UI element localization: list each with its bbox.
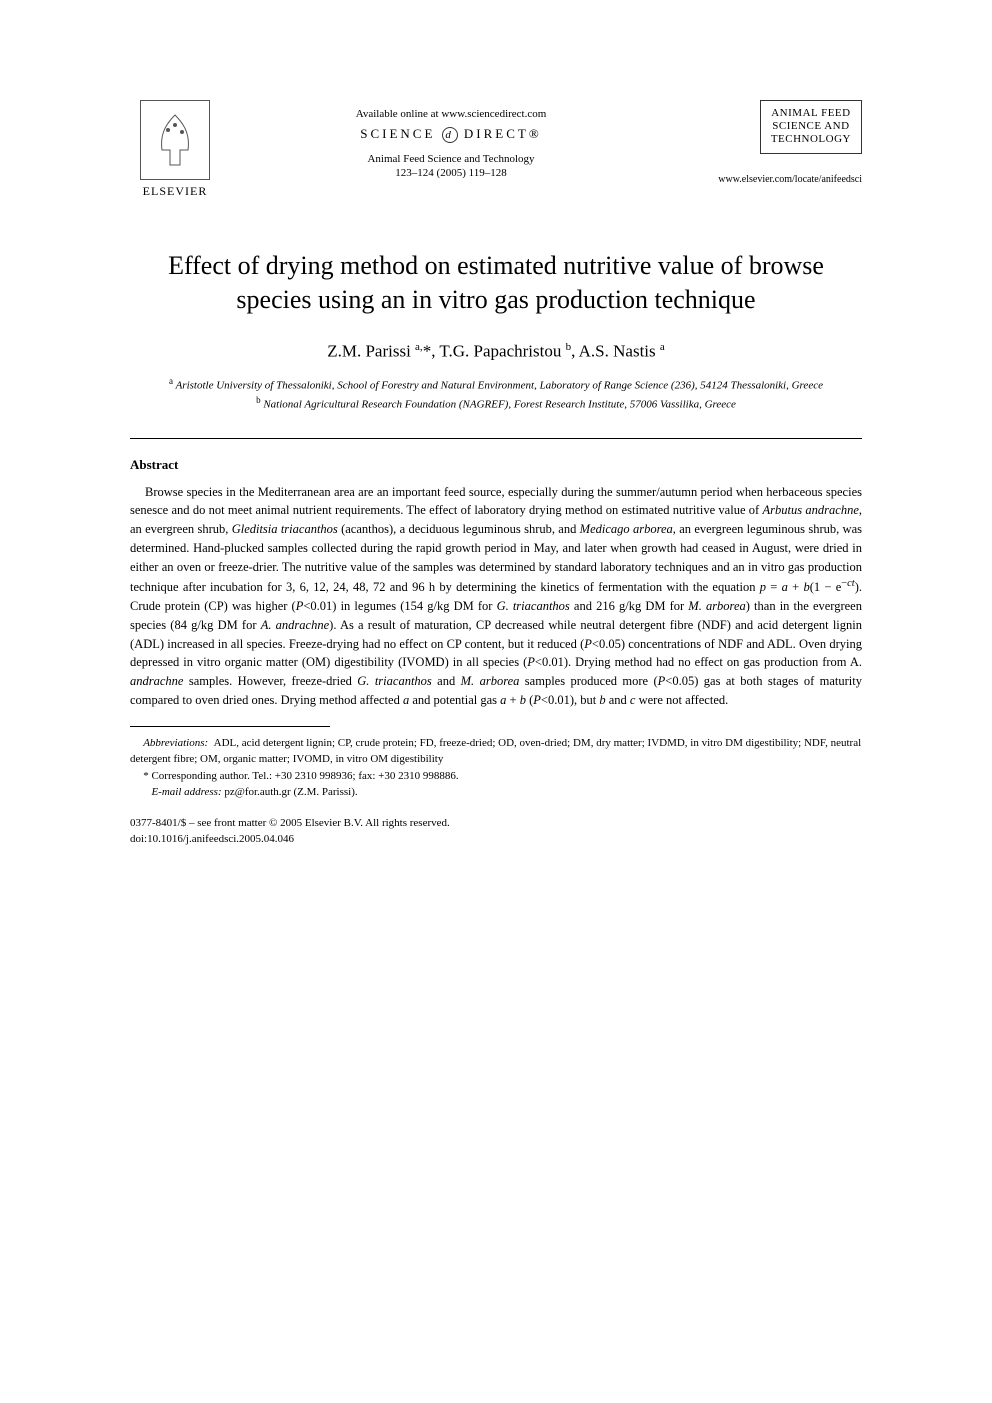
sd-suffix: DIRECT® — [464, 126, 542, 141]
affiliation-b-text: National Agricultural Research Foundatio… — [263, 399, 736, 411]
volume-pages: 123–124 (2005) 119–128 — [220, 167, 682, 179]
center-header: Available online at www.sciencedirect.co… — [220, 100, 682, 179]
affiliations: a Aristotle University of Thessaloniki, … — [130, 375, 862, 413]
available-online-text: Available online at www.sciencedirect.co… — [220, 108, 682, 120]
abbreviations-label: Abbreviations: — [143, 737, 208, 749]
elsevier-tree-icon — [140, 100, 210, 180]
divider-rule — [130, 438, 862, 439]
journal-name: Animal Feed Science and Technology — [220, 153, 682, 165]
abbreviations-line: Abbreviations: ADL, acid detergent ligni… — [130, 735, 862, 768]
footnotes: Abbreviations: ADL, acid detergent ligni… — [130, 735, 862, 801]
affiliation-a-text: Aristotle University of Thessaloniki, Sc… — [176, 380, 823, 392]
email-line: E-mail address: pz@for.auth.gr (Z.M. Par… — [130, 784, 862, 801]
publisher-name: ELSEVIER — [143, 184, 208, 199]
header-row: ELSEVIER Available online at www.science… — [130, 100, 862, 199]
sd-prefix: SCIENCE — [360, 126, 435, 141]
sd-globe-icon: d — [442, 127, 458, 143]
abbreviations-text: ADL, acid detergent lignin; CP, crude pr… — [130, 737, 861, 766]
doi-line: doi:10.1016/j.anifeedsci.2005.04.046 — [130, 831, 862, 848]
right-header: ANIMAL FEED SCIENCE AND TECHNOLOGY www.e… — [682, 100, 862, 185]
abstract-body: Browse species in the Mediterranean area… — [130, 483, 862, 710]
authors-line: Z.M. Parissi a,*, T.G. Papachristou b, A… — [130, 341, 862, 362]
affiliation-a: a Aristotle University of Thessaloniki, … — [130, 375, 862, 394]
journal-box-line: ANIMAL FEED — [771, 107, 851, 120]
journal-url: www.elsevier.com/locate/anifeedsci — [682, 174, 862, 185]
publisher-logo-block: ELSEVIER — [130, 100, 220, 199]
science-direct-logo: SCIENCE d DIRECT® — [220, 126, 682, 143]
article-title: Effect of drying method on estimated nut… — [130, 249, 862, 317]
copyright-line1: 0377-8401/$ – see front matter © 2005 El… — [130, 815, 862, 832]
email-value: pz@for.auth.gr (Z.M. Parissi). — [224, 786, 357, 798]
journal-box-line: SCIENCE AND — [771, 120, 851, 133]
affiliation-b: b National Agricultural Research Foundat… — [130, 394, 862, 413]
abstract-heading: Abstract — [130, 457, 862, 473]
journal-title-box: ANIMAL FEED SCIENCE AND TECHNOLOGY — [760, 100, 862, 154]
tree-icon — [150, 110, 200, 170]
journal-box-line: TECHNOLOGY — [771, 133, 851, 146]
copyright-block: 0377-8401/$ – see front matter © 2005 El… — [130, 815, 862, 848]
email-label: E-mail address: — [151, 786, 221, 798]
footnote-rule — [130, 726, 330, 727]
corresponding-author: * Corresponding author. Tel.: +30 2310 9… — [130, 768, 862, 785]
